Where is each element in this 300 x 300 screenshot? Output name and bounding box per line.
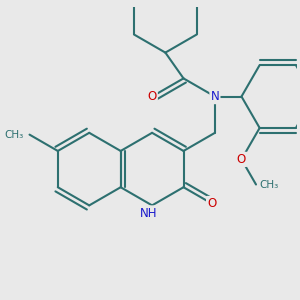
- Text: O: O: [237, 153, 246, 166]
- Text: O: O: [207, 197, 216, 210]
- Text: NH: NH: [140, 206, 157, 220]
- Text: CH₃: CH₃: [4, 130, 24, 140]
- Text: CH₃: CH₃: [260, 179, 279, 190]
- Text: O: O: [148, 90, 157, 103]
- Text: N: N: [211, 90, 219, 103]
